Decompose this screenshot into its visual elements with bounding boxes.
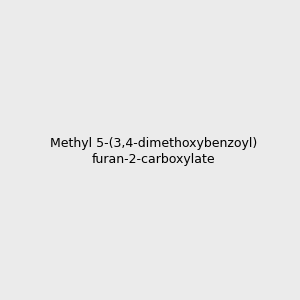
- Text: Methyl 5-(3,4-dimethoxybenzoyl)
furan-2-carboxylate: Methyl 5-(3,4-dimethoxybenzoyl) furan-2-…: [50, 137, 257, 166]
